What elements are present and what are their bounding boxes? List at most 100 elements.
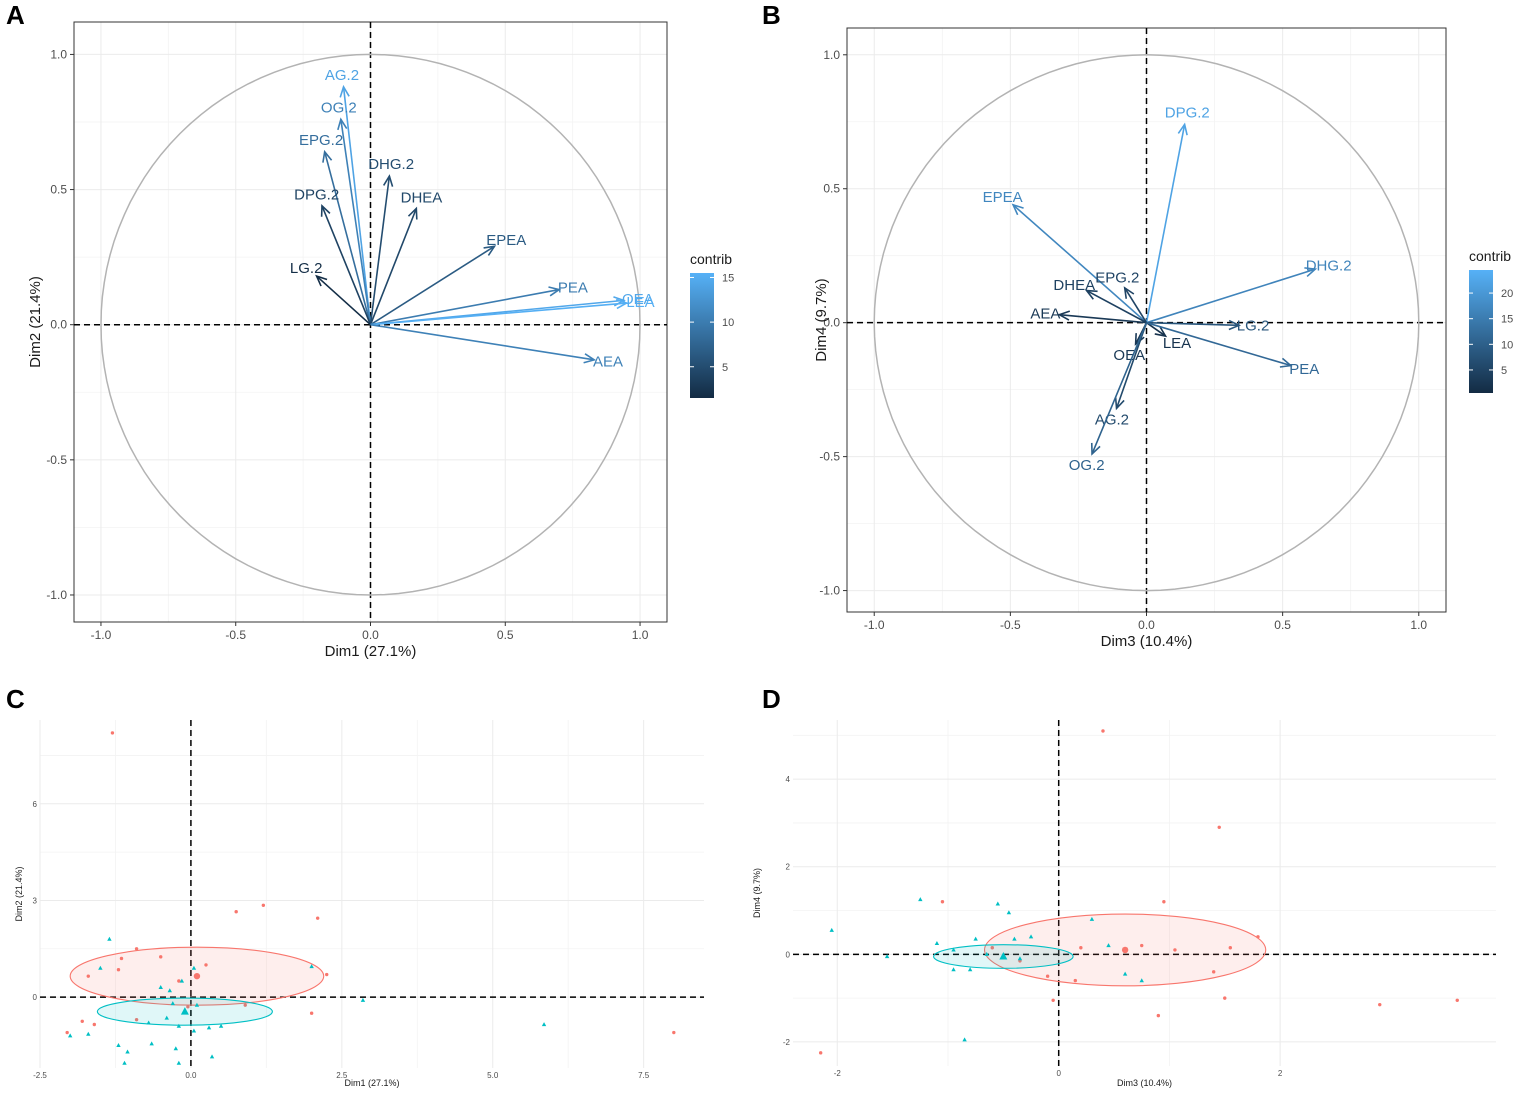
individual-point — [125, 1049, 130, 1054]
x-tick-label: -2.5 — [33, 1071, 47, 1080]
arrow-head — [548, 286, 562, 297]
arrow-head — [1228, 319, 1242, 331]
individual-point — [67, 1033, 73, 1038]
arrow-shaft — [1145, 124, 1186, 323]
individual-point — [243, 1003, 247, 1007]
y-tick-label: 0.5 — [50, 183, 67, 197]
arrow-dhg-2 — [1146, 267, 1318, 324]
arrow-lea — [1146, 322, 1168, 338]
individual-point — [134, 1017, 139, 1022]
y-axis-title: Dim2 (21.4%) — [27, 276, 44, 368]
arrow-shaft — [1086, 289, 1147, 324]
arrow-dhg-2 — [369, 174, 394, 325]
individual-point — [110, 731, 115, 735]
y-axis-title: Dim2 (21.4%) — [14, 866, 24, 921]
individual-point — [360, 997, 366, 1002]
arrow-pea — [1146, 321, 1293, 368]
individual-point — [98, 965, 103, 970]
variable-label: OG.2 — [321, 99, 357, 116]
legend-tick-label: 20 — [1501, 288, 1513, 300]
individual-point — [967, 967, 973, 972]
y-tick-label: -0.5 — [819, 450, 840, 464]
x-axis-title: Dim1 (27.1%) — [344, 1078, 399, 1088]
individual-point — [1217, 825, 1221, 830]
arrow-epg-2 — [1123, 286, 1148, 324]
x-tick-label: 0.0 — [1138, 618, 1155, 632]
group-centroid — [999, 952, 1008, 960]
legend-tick-label: 15 — [722, 272, 734, 284]
individual-point — [1045, 974, 1050, 978]
arrow-shaft — [323, 151, 372, 325]
y-tick-label: 0.5 — [823, 182, 840, 196]
panel-letter-b: B — [762, 0, 781, 30]
variable-label: PEA — [1289, 361, 1319, 378]
arrow-head — [1177, 122, 1188, 136]
arrow-head — [583, 353, 597, 364]
individual-point — [1051, 998, 1055, 1003]
x-axis-title: Dim1 (27.1%) — [325, 643, 417, 660]
arrow-dhea — [369, 206, 418, 325]
arrow-shaft — [1012, 204, 1148, 324]
arrow-head — [1154, 326, 1168, 338]
individual-point — [1223, 996, 1227, 1000]
variable-label: DHG.2 — [368, 156, 414, 173]
individual-point — [158, 985, 163, 990]
arrow-og-2 — [337, 117, 372, 325]
panel-c-individuals-plot: -2.5 0.0 2.5 5.0 7.5 0 3 6 Dim1 (27.1%) Dim2 (21.… — [14, 720, 704, 1088]
y-tick-label: 0 — [786, 950, 791, 959]
legend-tick-label: 10 — [722, 317, 734, 329]
individual-point — [191, 1028, 197, 1033]
panel-letter-c: C — [6, 684, 25, 714]
arrow-ag-2 — [339, 84, 372, 325]
variable-label: DPG.2 — [1165, 105, 1210, 122]
individual-point — [209, 1054, 215, 1059]
arrow-head — [315, 274, 328, 287]
x-tick-label: -0.5 — [225, 628, 246, 642]
individual-point — [1017, 956, 1023, 961]
individual-point — [1211, 970, 1216, 974]
individual-point — [116, 1043, 121, 1048]
variable-label: EPEA — [983, 189, 1023, 206]
correlation-circle — [873, 54, 1420, 592]
individual-point — [918, 897, 923, 902]
arrow-shaft — [340, 119, 372, 325]
variable-label: LEA — [1163, 335, 1191, 352]
variable-label: DHG.2 — [1306, 257, 1352, 274]
arrow-shaft — [316, 275, 372, 326]
individual-point — [1162, 900, 1166, 904]
arrow-shaft — [370, 302, 627, 326]
group-centroid — [180, 1007, 189, 1015]
arrow-head — [483, 245, 497, 256]
individual-point — [65, 1030, 69, 1035]
arrow-pea — [370, 286, 562, 326]
arrow-shaft — [1091, 322, 1148, 455]
arrow-head — [320, 203, 331, 217]
arrow-head — [615, 298, 629, 310]
panel-letter-d: D — [762, 684, 781, 714]
individual-point — [170, 1001, 175, 1006]
arrow-lg-2 — [315, 274, 372, 326]
individual-point — [176, 1023, 182, 1028]
individual-point — [984, 951, 989, 956]
individual-point — [164, 1015, 169, 1020]
x-tick-label: 2.5 — [336, 1071, 348, 1080]
variable-label: LEA — [626, 294, 654, 311]
arrow-dpg-2 — [320, 203, 372, 326]
individual-point — [325, 972, 329, 977]
y-tick-label: -1.0 — [819, 584, 840, 598]
x-tick-label: 0.0 — [185, 1071, 197, 1080]
legend-tick-label: 5 — [1501, 365, 1507, 377]
y-tick-label: 3 — [33, 896, 38, 905]
arrow-head — [337, 117, 348, 131]
individual-point — [149, 1041, 154, 1046]
legend-title: contrib — [690, 251, 732, 267]
arrow-dhea — [1084, 289, 1147, 324]
x-axis-title: Dim3 (10.4%) — [1117, 1078, 1172, 1088]
arrow-shaft — [370, 245, 495, 326]
arrow-aea — [370, 323, 597, 364]
individual-point — [159, 955, 163, 959]
individual-point — [1106, 943, 1111, 948]
arrow-head — [1090, 442, 1101, 456]
series-group-2 — [67, 936, 547, 1065]
individual-point — [92, 1022, 97, 1027]
